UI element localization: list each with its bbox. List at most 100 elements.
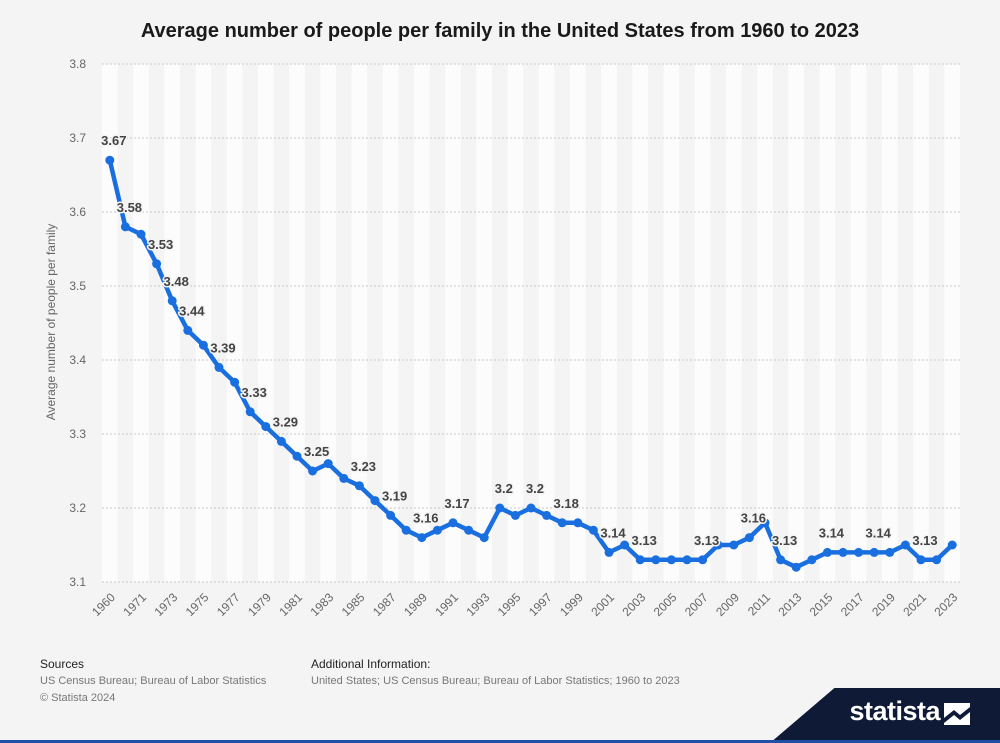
data-point[interactable] [308,466,318,476]
data-points [105,155,957,572]
column-band [570,64,586,582]
x-tick-label: 2011 [745,590,773,618]
data-point[interactable] [604,547,614,557]
data-label: 3.58 [117,200,142,215]
data-point[interactable] [370,496,380,506]
column-band [913,64,929,582]
data-point[interactable] [776,555,786,565]
data-point[interactable] [167,296,177,306]
data-point[interactable] [557,518,567,528]
data-point[interactable] [510,510,520,520]
data-point[interactable] [885,547,895,557]
data-point[interactable] [261,422,271,432]
data-label: 3.19 [382,488,407,503]
y-tick-label: 3.3 [69,427,86,441]
data-point[interactable] [542,510,552,520]
data-point[interactable] [729,540,739,550]
data-point[interactable] [713,540,723,550]
data-point[interactable] [791,562,801,572]
data-point[interactable] [666,555,676,565]
data-point[interactable] [323,459,333,469]
data-point[interactable] [573,518,583,528]
data-point[interactable] [245,407,255,417]
data-point[interactable] [354,481,364,491]
data-point[interactable] [620,540,630,550]
data-point[interactable] [105,155,115,165]
data-point[interactable] [464,525,474,535]
data-point[interactable] [698,555,708,565]
data-label: 3.13 [912,533,937,548]
statista-logo-icon [944,703,970,725]
x-tick-label: 1977 [214,590,243,619]
column-band [476,64,492,582]
data-point[interactable] [916,555,926,565]
data-point[interactable] [947,540,957,550]
data-point[interactable] [682,555,692,565]
column-band [351,64,368,582]
data-point[interactable] [744,533,754,543]
data-point[interactable] [932,555,942,565]
data-label: 3.14 [866,525,892,540]
column-band [726,64,742,582]
data-point[interactable] [230,377,240,387]
data-point[interactable] [276,436,286,446]
column-band [694,64,711,582]
data-point[interactable] [401,525,411,535]
additional-info-text: United States; US Census Bureau; Bureau … [311,675,680,687]
data-label: 3.13 [694,533,719,548]
column-band [414,64,430,582]
brand-name: statista [849,696,940,726]
data-point[interactable] [198,340,208,350]
data-point[interactable] [495,503,505,513]
data-point[interactable] [339,473,349,483]
data-label: 3.2 [495,481,513,496]
data-point[interactable] [386,510,396,520]
data-point[interactable] [900,540,910,550]
column-band [632,64,648,582]
data-label: 3.44 [179,303,205,318]
data-point[interactable] [869,547,879,557]
data-point[interactable] [152,259,162,269]
column-band [788,64,804,582]
x-tick-label: 1989 [401,590,430,619]
data-point[interactable] [838,547,848,557]
data-point[interactable] [214,362,224,372]
data-label: 3.33 [242,385,267,400]
data-point[interactable] [448,518,458,528]
column-band [289,64,305,582]
data-point[interactable] [822,547,832,557]
data-point[interactable] [807,555,817,565]
x-tick-label: 2023 [932,590,961,619]
data-point[interactable] [120,222,130,232]
data-label: 3.25 [304,444,329,459]
data-point[interactable] [136,229,146,239]
data-point[interactable] [183,325,193,335]
data-label: 3.2 [526,481,544,496]
data-point[interactable] [479,533,489,543]
data-point[interactable] [292,451,302,461]
column-band [320,64,336,582]
data-point[interactable] [760,518,770,528]
data-point[interactable] [526,503,536,513]
data-point[interactable] [635,555,645,565]
data-point[interactable] [432,525,442,535]
data-label: 3.14 [600,525,626,540]
data-point[interactable] [588,525,598,535]
x-tick-label: 2009 [713,590,742,619]
data-point[interactable] [854,547,864,557]
column-band [102,64,118,582]
data-point[interactable] [651,555,661,565]
x-tick-label: 2001 [588,590,617,619]
x-tick-label: 1995 [495,590,524,619]
x-tick-label: 2003 [620,590,649,619]
x-tick-label: 1971 [120,590,149,619]
sources-heading: Sources [40,657,85,671]
x-tick-label: 2017 [838,590,867,619]
x-tick-label: 1987 [370,590,399,619]
data-point[interactable] [417,533,427,543]
column-band [258,64,274,582]
column-band [133,64,149,582]
column-band [195,64,212,582]
y-tick-label: 3.2 [69,501,86,515]
